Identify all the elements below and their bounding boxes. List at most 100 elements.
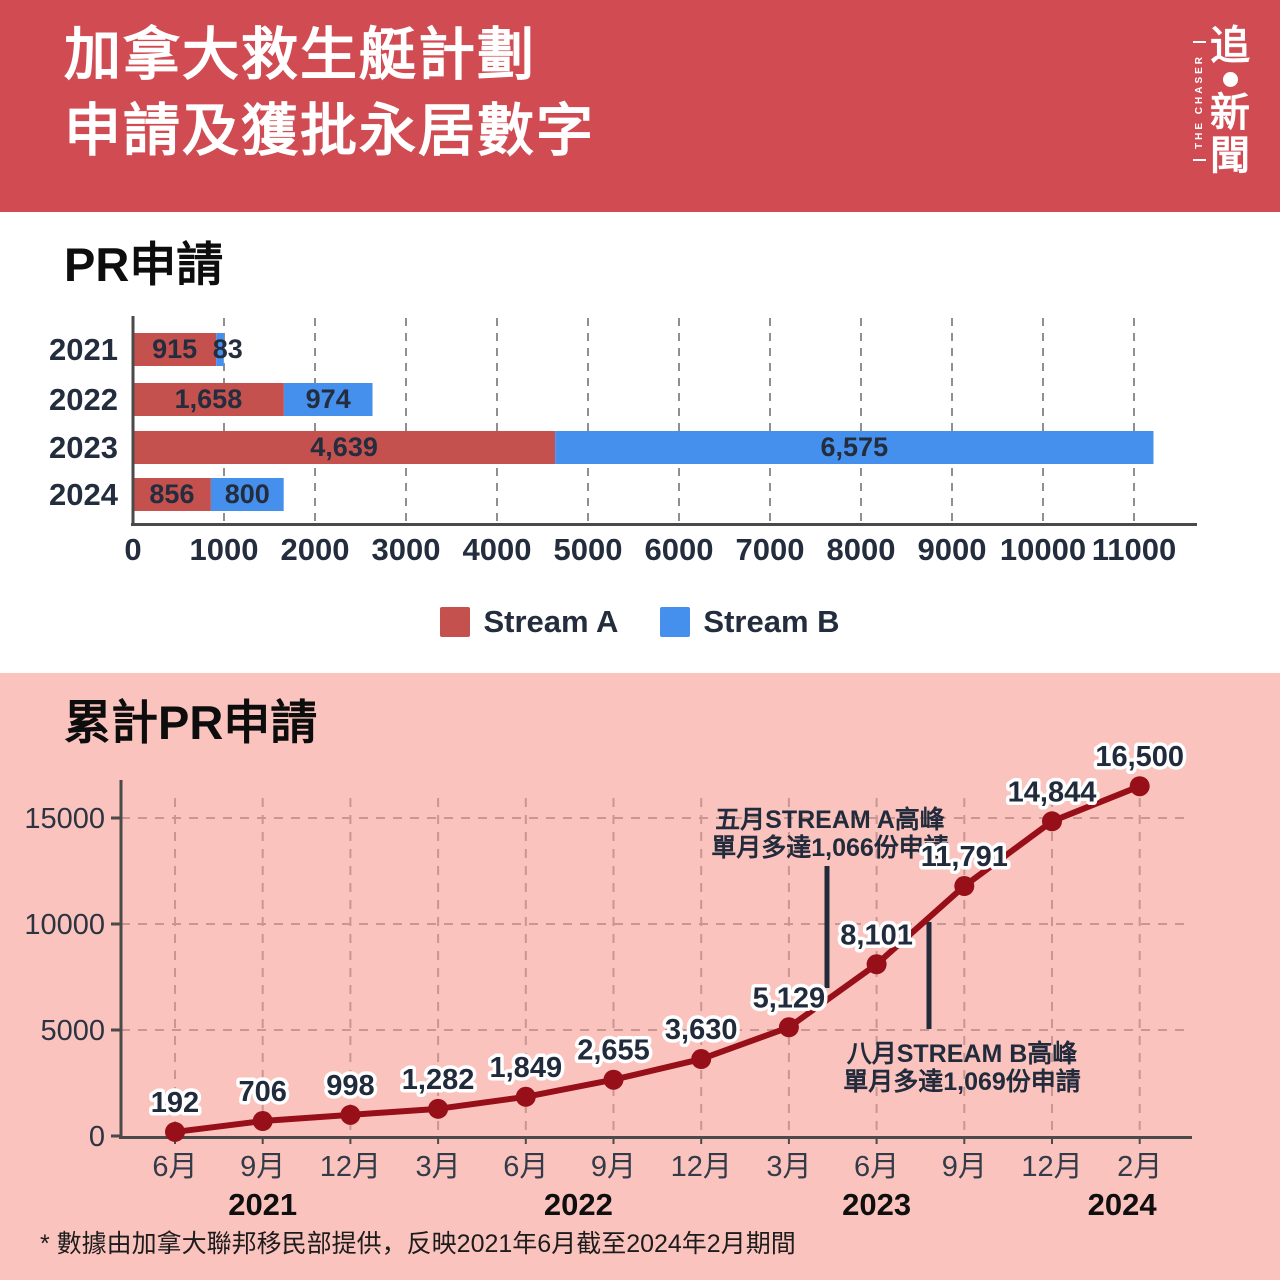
stream-b-swatch-icon (660, 607, 691, 637)
x-year-label: 2021 (228, 1187, 297, 1222)
logo-char: 新 (1210, 91, 1250, 135)
point-value-label: 192 (151, 1087, 199, 1119)
y-tick-label: 0 (89, 1121, 105, 1153)
x-month-label: 12月 (1021, 1151, 1082, 1183)
bar-category-label: 2024 (49, 477, 119, 512)
x-month-label: 12月 (671, 1151, 732, 1183)
point-value-label: 998 (326, 1070, 374, 1102)
bar-value-label: 1,658 (175, 384, 243, 414)
point-value-label: 1,849 (490, 1052, 563, 1084)
data-point (165, 1121, 185, 1142)
bar-segment-stream-a (133, 431, 556, 464)
x-tick-label: 11000 (1092, 532, 1177, 567)
x-year-label: 2024 (1088, 1187, 1158, 1222)
bar-chart-title: PR申請 (64, 238, 224, 291)
point-value-label: 706 (239, 1076, 287, 1108)
logo-strip-text: THE CHASER (1193, 41, 1206, 161)
data-point (691, 1049, 712, 1070)
x-tick-label: 2000 (281, 532, 350, 567)
bar-value-label: 83 (213, 334, 243, 364)
data-source-footnote: * 數據由加拿大聯邦移民部提供，反映2021年6月截至2024年2月期間 (40, 1230, 796, 1258)
legend-label-stream-a: Stream A (483, 604, 619, 639)
point-value-label: 2,655 (577, 1035, 650, 1067)
data-point (778, 1017, 799, 1038)
bar-value-label: 800 (225, 479, 270, 509)
bar-segment-stream-b (555, 431, 1154, 464)
x-tick-label: 4000 (463, 532, 532, 567)
stream-a-swatch-icon (440, 607, 471, 637)
x-tick-label: 10000 (1000, 532, 1086, 567)
data-point (866, 954, 887, 975)
logo-char: 聞 (1210, 134, 1250, 178)
x-month-label: 6月 (503, 1151, 548, 1183)
x-tick-label: 1000 (190, 532, 259, 567)
bar-segment-stream-b (216, 333, 224, 366)
line-chart-title: 累計PR申請 (64, 696, 318, 749)
point-value-label: 5,129 (753, 982, 826, 1014)
x-tick-label: 5000 (554, 532, 623, 567)
annotation-text: 八月STREAM B高峰 (847, 1039, 1078, 1068)
data-point (340, 1104, 361, 1125)
annotation-text: 五月STREAM A高峰 (715, 805, 945, 834)
x-year-label: 2022 (544, 1187, 613, 1222)
annotation-text: 單月多達1,069份申請 (843, 1067, 1081, 1096)
bar-segment-stream-b (283, 383, 373, 416)
bar-segment-stream-a (133, 478, 211, 511)
x-year-label: 2023 (842, 1187, 911, 1222)
x-tick-label: 6000 (645, 532, 714, 567)
bar-category-label: 2022 (49, 382, 118, 417)
page-title-line2: 申請及獲批永居數字 (64, 98, 595, 163)
cumulative-line (172, 783, 1143, 1135)
point-value-label: 3,630 (665, 1014, 738, 1046)
legend-label-stream-b: Stream B (703, 604, 840, 639)
bar-value-label: 6,575 (821, 432, 889, 462)
x-tick-label: 3000 (372, 532, 441, 567)
data-point (603, 1069, 624, 1090)
cumulative-section-background (0, 673, 1280, 1280)
x-month-label: 2月 (1117, 1151, 1162, 1183)
x-month-label: 6月 (152, 1151, 197, 1183)
point-value-label: 16,500 (1095, 741, 1184, 773)
x-tick-label: 9000 (918, 532, 987, 567)
bar-chart-legend: Stream A Stream B (0, 604, 1280, 640)
bar-segment-stream-a (133, 333, 217, 366)
logo-char: 追 (1210, 24, 1250, 68)
x-month-label: 9月 (240, 1151, 285, 1183)
bar-value-label: 915 (152, 334, 197, 364)
bar-category-label: 2023 (49, 430, 118, 465)
x-month-label: 3月 (416, 1151, 461, 1183)
point-value-label: 1,282 (402, 1064, 475, 1096)
point-value-label: 11,791 (921, 841, 1008, 873)
data-point (252, 1111, 273, 1132)
y-tick-label: 15000 (24, 803, 105, 835)
x-month-label: 9月 (942, 1151, 987, 1183)
x-month-label: 6月 (854, 1151, 899, 1183)
y-tick-label: 5000 (40, 1015, 105, 1047)
y-tick-label: 10000 (24, 909, 105, 941)
bar-category-label: 2021 (49, 332, 118, 367)
x-month-label: 3月 (766, 1151, 811, 1183)
logo-vertical-chars: 追 新 聞 (1210, 26, 1250, 176)
cumulative-pr-line-chart: 0 5000 10000 15000 五月STREAM A高峰單月多達1,066份申請八… (24, 740, 1192, 1222)
data-point (954, 876, 975, 897)
the-chaser-logo: THE CHASER 追 新 聞 (1193, 26, 1250, 176)
bar-value-label: 856 (149, 479, 194, 509)
annotation-text: 單月多達1,066份申請 (711, 833, 949, 862)
data-point (1129, 776, 1150, 797)
page-title: 加拿大救生艇計劃 申請及獲批永居數字 (64, 18, 595, 170)
bar-value-label: 4,639 (310, 432, 378, 462)
point-value-label: 14,844 (1008, 776, 1097, 808)
legend-item-stream-a: Stream A (440, 604, 618, 640)
header-banner: 加拿大救生艇計劃 申請及獲批永居數字 THE CHASER 追 新 聞 (0, 0, 1280, 212)
point-value-label: 8,101 (840, 919, 913, 951)
bar-segment-stream-b (210, 478, 284, 511)
x-tick-label: 8000 (827, 532, 896, 567)
data-point (428, 1098, 449, 1119)
data-point (515, 1086, 536, 1107)
bar-segment-stream-a (133, 383, 284, 416)
pr-applications-bar-chart: 915 83 2021 1,658 974 2022 4,639 6,575 2023 856 80… (49, 316, 1197, 567)
x-month-label: 12月 (320, 1151, 381, 1183)
bar-value-label: 974 (306, 384, 351, 414)
logo-dot-icon (1222, 72, 1238, 87)
